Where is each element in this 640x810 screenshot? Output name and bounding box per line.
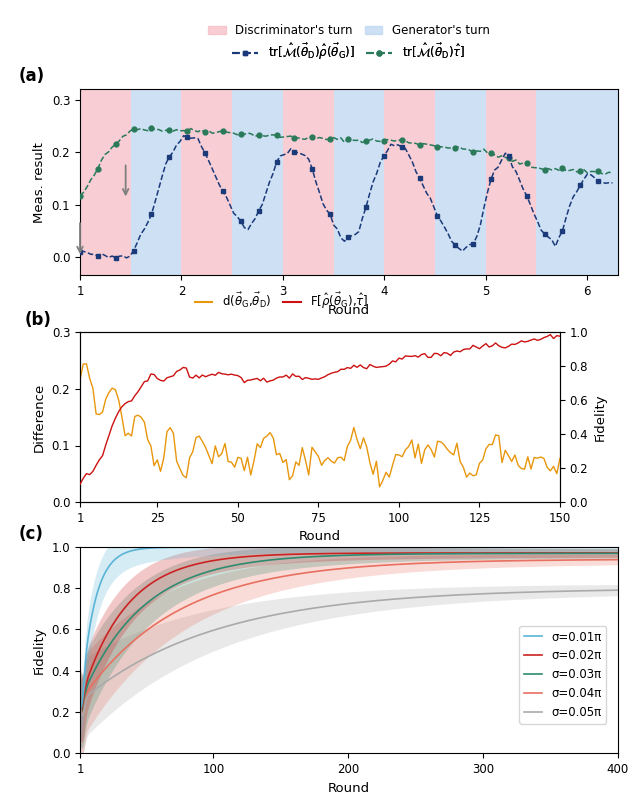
σ=0.04π [614,555,621,565]
Bar [283,89,333,275]
σ=0.02π [291,549,298,559]
σ=0.05π [614,586,621,595]
Bar [80,89,131,275]
σ=0.02π [77,706,85,715]
σ=0.01π [614,543,621,552]
Bar [333,89,384,275]
Bar [232,89,283,275]
σ=0.01π [252,543,259,552]
σ=0.03π [465,548,473,558]
σ=0.02π [468,548,476,558]
σ=0.04π [79,710,86,719]
σ=0.01π [414,543,422,552]
σ=0.03π [291,553,298,563]
X-axis label: Round: Round [328,782,370,795]
Legend: tr[$\hat{\mathcal{M}}(\vec{\theta}_\mathrm{D})\hat{\rho}(\vec{\theta}_\mathrm{G}: tr[$\hat{\mathcal{M}}(\vec{\theta}_\math… [227,37,470,66]
σ=0.02π [465,548,473,558]
X-axis label: Round: Round [299,531,341,544]
σ=0.04π [416,558,424,568]
Line: σ=0.01π: σ=0.01π [80,548,618,718]
σ=0.02π [76,703,84,713]
σ=0.02π [253,551,260,561]
Legend: σ=0.01π, σ=0.02π, σ=0.03π, σ=0.04π, σ=0.05π: σ=0.01π, σ=0.02π, σ=0.03π, σ=0.04π, σ=0.… [520,626,606,724]
σ=0.04π [253,577,260,586]
Y-axis label: Difference: Difference [33,382,46,452]
σ=0.05π [253,614,260,624]
Text: (a): (a) [18,67,44,85]
σ=0.03π [253,556,260,566]
σ=0.03π [76,703,84,713]
σ=0.04π [76,703,84,713]
σ=0.05π [291,607,298,616]
σ=0.05π [142,653,150,663]
σ=0.05π [465,590,473,599]
σ=0.04π [291,569,298,579]
σ=0.02π [416,548,424,558]
Bar [131,89,181,275]
Line: σ=0.02π: σ=0.02π [80,553,618,710]
σ=0.04π [468,556,476,566]
σ=0.04π [465,556,473,566]
σ=0.03π [79,707,86,717]
σ=0.05π [76,703,84,713]
σ=0.03π [416,549,424,559]
σ=0.01π [289,543,297,552]
σ=0.03π [142,599,150,608]
σ=0.05π [416,592,424,602]
Y-axis label: Fidelity: Fidelity [33,626,46,674]
Text: (c): (c) [18,525,43,543]
σ=0.04π [142,626,150,636]
σ=0.03π [468,548,476,558]
Bar [536,89,618,275]
σ=0.01π [464,543,472,552]
σ=0.02π [614,548,621,558]
Line: σ=0.05π: σ=0.05π [80,590,618,716]
Bar [384,89,435,275]
σ=0.05π [79,711,86,721]
Line: σ=0.04π: σ=0.04π [80,560,618,714]
Legend: d($\vec{\theta}_\mathrm{G}$,$\vec{\theta}_\mathrm{D}$), F[$\hat{\rho}(\vec{\thet: d($\vec{\theta}_\mathrm{G}$,$\vec{\theta… [190,287,373,316]
σ=0.02π [142,582,150,592]
σ=0.01π [467,543,475,552]
Bar [486,89,536,275]
Y-axis label: Fidelity: Fidelity [594,394,607,441]
Bar [181,89,232,275]
Text: (b): (b) [25,311,52,329]
Y-axis label: Meas. result: Meas. result [33,142,46,223]
σ=0.01π [141,544,148,553]
Bar [435,89,486,275]
σ=0.05π [468,590,476,599]
σ=0.01π [76,714,84,723]
Line: σ=0.03π: σ=0.03π [80,553,618,712]
σ=0.01π [579,543,586,552]
X-axis label: Round: Round [328,304,370,317]
σ=0.03π [614,548,621,558]
